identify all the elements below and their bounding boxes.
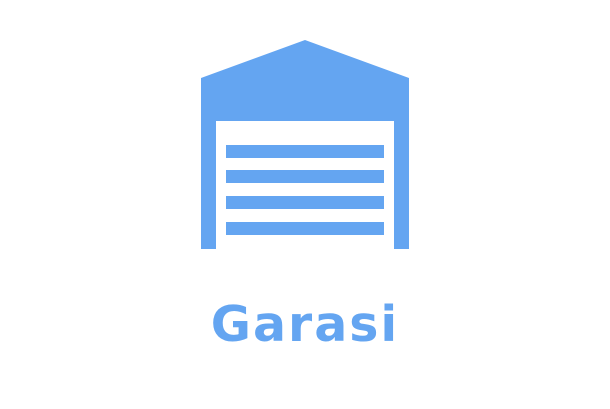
page-title: Garasi (210, 296, 400, 353)
garage-building-shape (201, 40, 409, 249)
garage-door-slat (226, 222, 384, 235)
garage-door-slat (226, 196, 384, 209)
garage-door-slat (226, 170, 384, 183)
garage-door-slat (226, 145, 384, 158)
